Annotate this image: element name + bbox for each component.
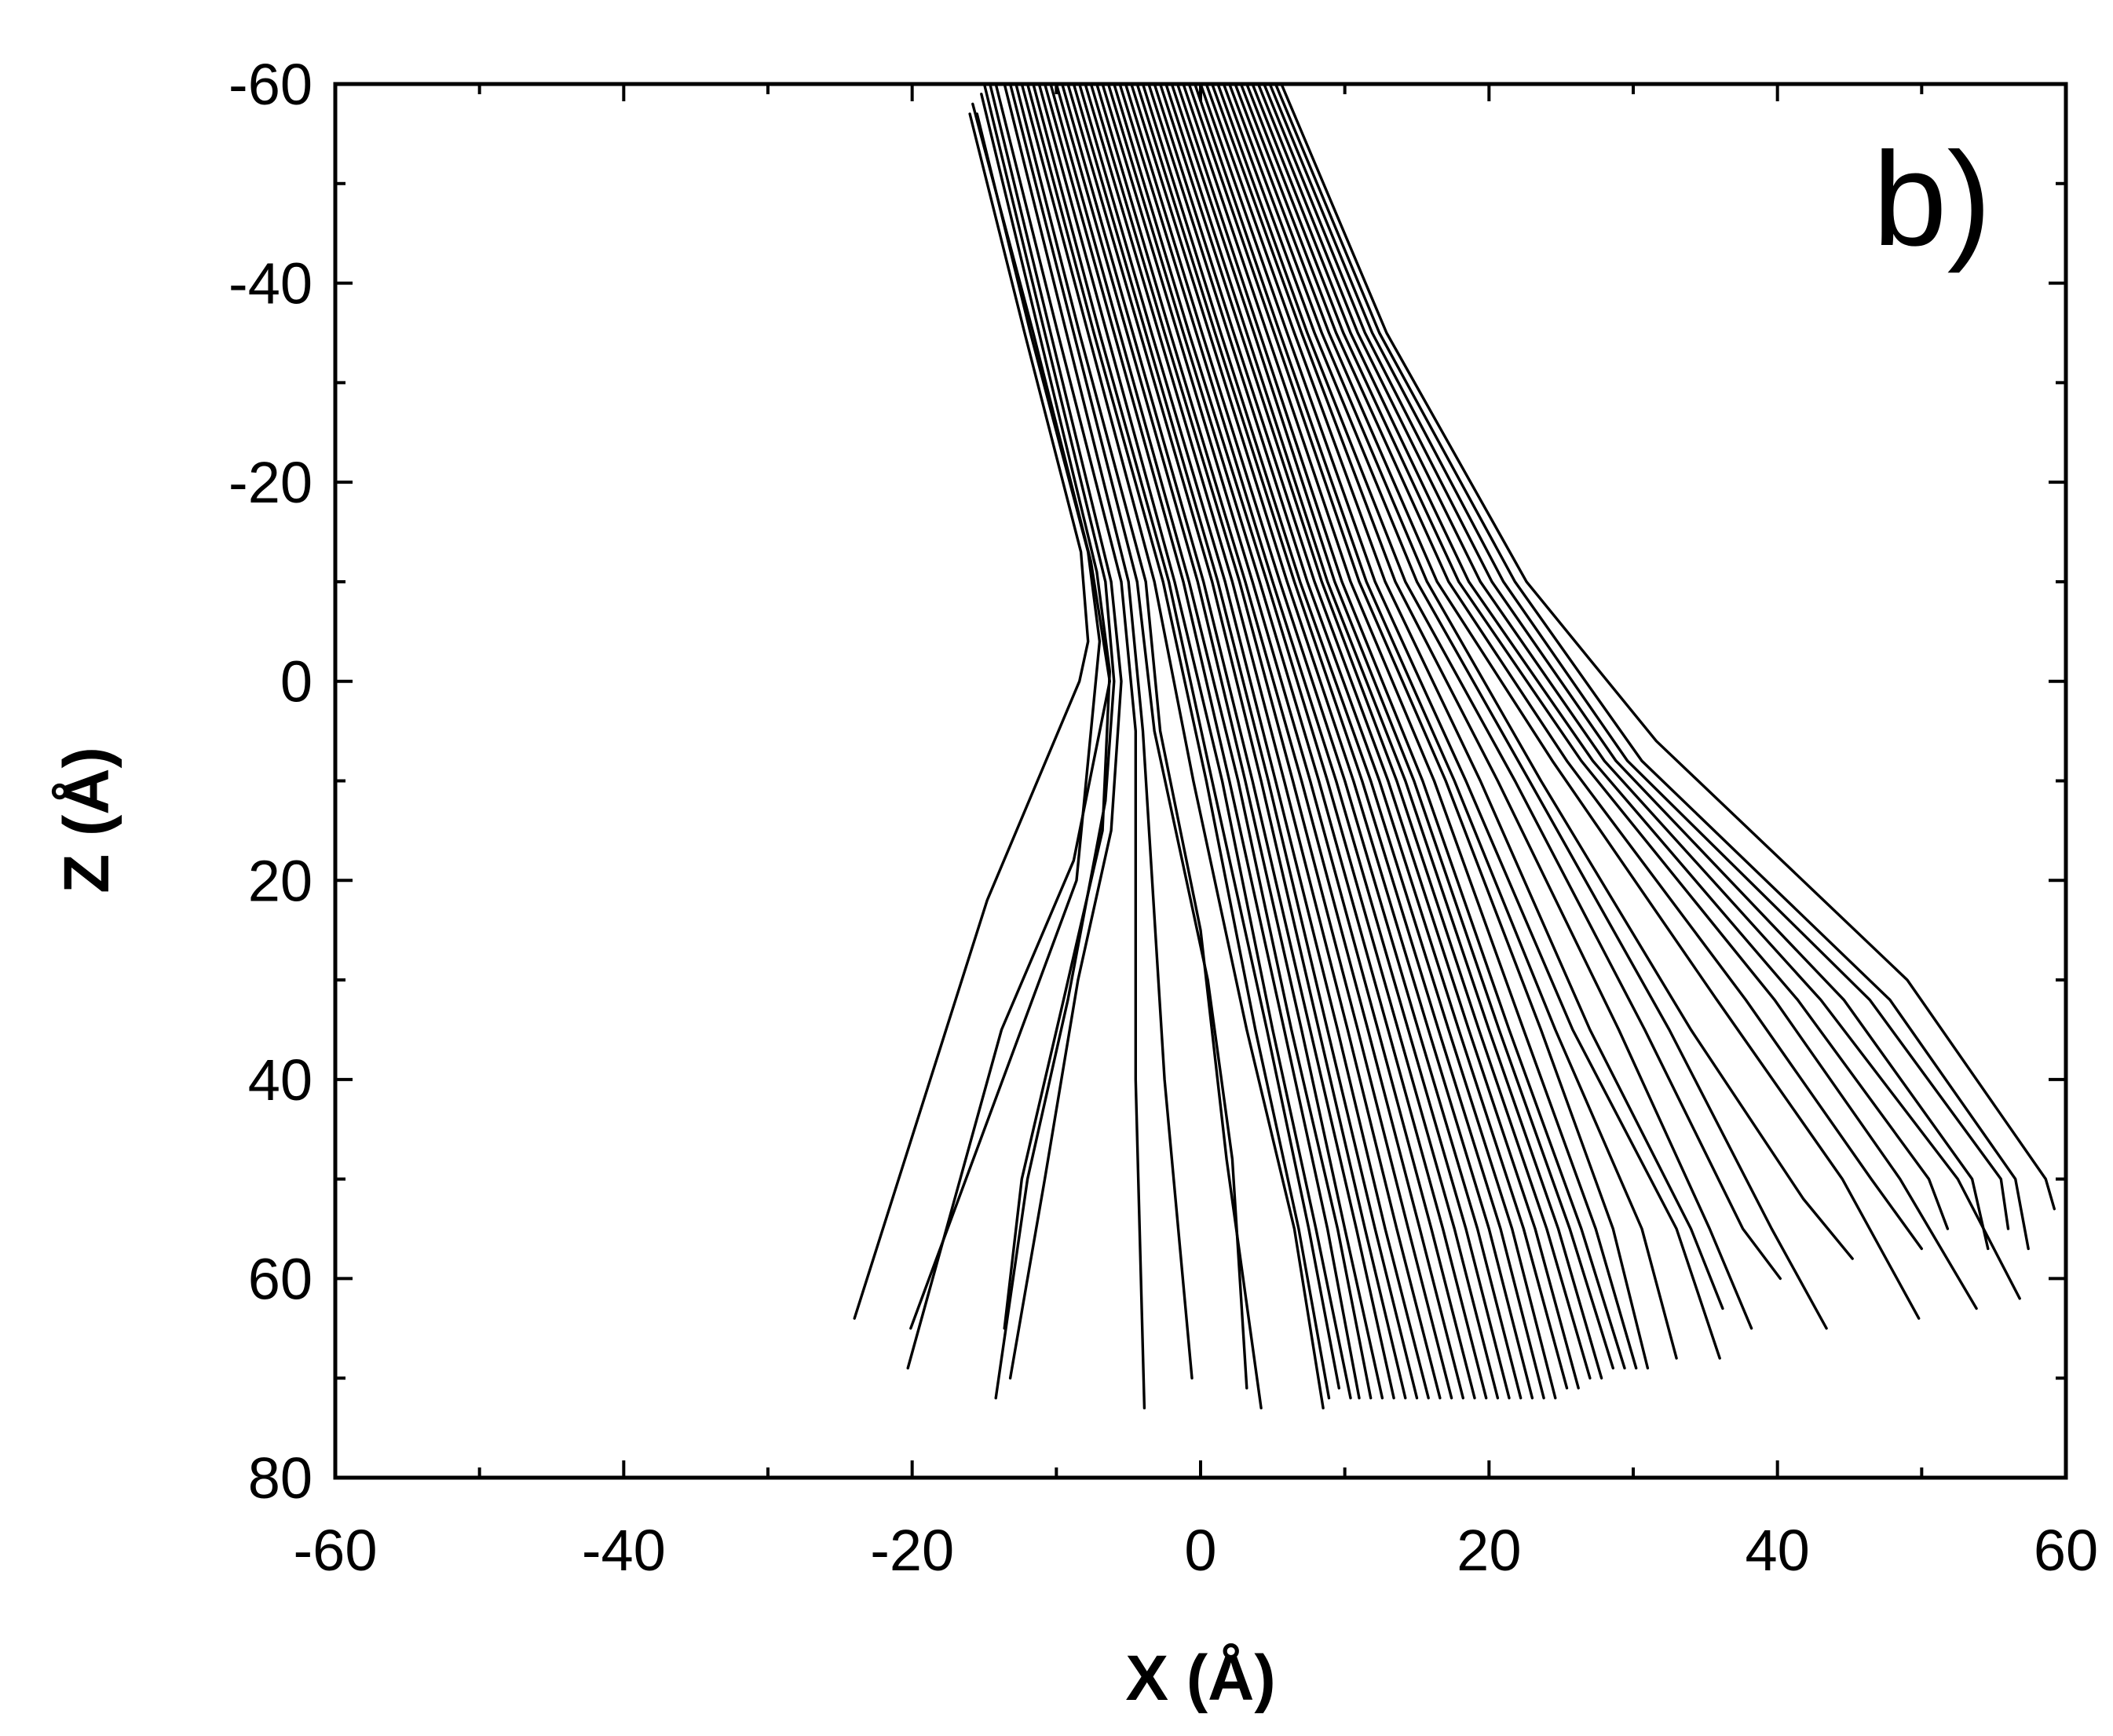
x-tick-label: 20 bbox=[1457, 1518, 1521, 1583]
trajectory-26 bbox=[1106, 82, 1488, 1400]
trajectory-47 bbox=[1227, 82, 1854, 1260]
trajectory-13 bbox=[1032, 82, 1341, 1390]
trajectory-27 bbox=[1113, 82, 1500, 1400]
trajectory-3 bbox=[906, 102, 1112, 1370]
trajectory-2 bbox=[909, 112, 1102, 1330]
trajectory-1 bbox=[853, 112, 1090, 1320]
trajectory-23 bbox=[1089, 82, 1453, 1400]
axis-tick-labels: -60 -40 -20 0 20 40 60 -60 -40 -20 0 20 40 60 80 bbox=[228, 52, 2098, 1583]
trajectory-39 bbox=[1182, 82, 1638, 1370]
trajectory-51 bbox=[1251, 82, 1950, 1230]
trajectory-48 bbox=[1234, 82, 1921, 1320]
trajectory-17 bbox=[1055, 82, 1384, 1400]
trajectory-16 bbox=[1049, 82, 1373, 1400]
x-axis-title: X (Å) bbox=[1125, 1643, 1275, 1714]
trajectory-33 bbox=[1147, 82, 1569, 1390]
y-tick-label: 80 bbox=[248, 1445, 313, 1511]
trajectory-19 bbox=[1066, 82, 1407, 1400]
x-tick-label: 60 bbox=[2034, 1518, 2098, 1583]
trajectory-28 bbox=[1118, 82, 1511, 1400]
trajectory-25 bbox=[1101, 82, 1476, 1400]
trajectory-14 bbox=[1037, 82, 1352, 1400]
y-tick-label: 40 bbox=[248, 1047, 313, 1113]
trajectory-37 bbox=[1170, 82, 1615, 1370]
y-tick-label: -40 bbox=[228, 251, 313, 316]
trajectory-52 bbox=[1256, 82, 2021, 1300]
y-tick-label: 0 bbox=[280, 649, 313, 715]
trajectory-5 bbox=[982, 82, 1116, 1400]
trajectory-38 bbox=[1175, 82, 1626, 1370]
axis-ticks bbox=[334, 82, 2067, 1479]
trajectory-45 bbox=[1216, 82, 1782, 1281]
trajectory-12 bbox=[1025, 82, 1331, 1400]
trajectory-56 bbox=[1280, 82, 2056, 1211]
x-tick-label: -20 bbox=[870, 1518, 954, 1583]
x-tick-label: -60 bbox=[294, 1518, 378, 1583]
trajectory-46 bbox=[1222, 82, 1828, 1330]
trajectory-32 bbox=[1141, 82, 1557, 1400]
y-tick-label: 20 bbox=[248, 848, 313, 913]
trajectory-24 bbox=[1095, 82, 1465, 1400]
trajectory-30 bbox=[1130, 82, 1534, 1400]
trajectory-43 bbox=[1205, 82, 1724, 1310]
trajectory-10 bbox=[1014, 82, 1263, 1410]
trajectory-44 bbox=[1210, 82, 1753, 1330]
trajectory-49 bbox=[1239, 82, 1924, 1251]
trajectory-35 bbox=[1158, 82, 1592, 1380]
trajectory-50 bbox=[1245, 82, 1978, 1310]
trajectory-55 bbox=[1274, 82, 2030, 1251]
y-tick-label: 60 bbox=[248, 1246, 313, 1311]
trajectory-42 bbox=[1199, 82, 1721, 1360]
trajectory-34 bbox=[1153, 82, 1580, 1390]
y-axis-title: Z (Å) bbox=[51, 747, 122, 894]
x-tick-label: 0 bbox=[1184, 1518, 1216, 1583]
x-tick-label: -40 bbox=[582, 1518, 666, 1583]
trajectory-54 bbox=[1268, 82, 2010, 1230]
x-tick-label: 40 bbox=[1746, 1518, 1810, 1583]
trajectory-40 bbox=[1187, 82, 1650, 1370]
trajectory-18 bbox=[1060, 82, 1395, 1400]
trajectory-6 bbox=[989, 82, 1123, 1380]
trajectory-lines bbox=[853, 82, 2056, 1410]
trajectory-36 bbox=[1164, 82, 1603, 1380]
trajectory-22 bbox=[1084, 82, 1442, 1400]
trajectory-53 bbox=[1263, 82, 1990, 1251]
trajectory-20 bbox=[1072, 82, 1419, 1400]
trajectory-7 bbox=[994, 82, 1146, 1410]
trajectory-4 bbox=[980, 92, 1112, 1330]
trajectory-41 bbox=[1193, 82, 1678, 1360]
trajectory-8 bbox=[1003, 82, 1194, 1380]
plot-frame bbox=[333, 82, 2068, 1480]
trajectory-11 bbox=[1020, 82, 1325, 1410]
trajectory-9 bbox=[1008, 82, 1248, 1390]
trajectory-21 bbox=[1077, 82, 1430, 1400]
trajectory-31 bbox=[1135, 82, 1545, 1400]
trajectory-15 bbox=[1043, 82, 1361, 1400]
y-tick-label: -60 bbox=[228, 52, 313, 117]
panel-label: b) bbox=[1873, 125, 1991, 274]
trajectory-29 bbox=[1124, 82, 1523, 1400]
y-tick-label: -20 bbox=[228, 450, 313, 515]
